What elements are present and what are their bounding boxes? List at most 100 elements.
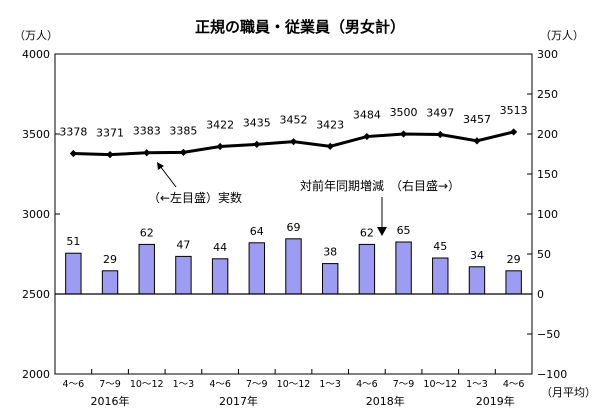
x-axis-labels: 4～6 7～9 10～12 1～3 4～6 7～9 10～12 1～3 4～6 7～9 10～12 1… <box>63 379 525 390</box>
line-value-label: 3423 <box>316 118 344 131</box>
right-tick-label: 300 <box>537 48 558 61</box>
year-label: 2017年 <box>219 394 258 408</box>
bar-value-label: 69 <box>287 221 301 234</box>
bar <box>211 258 229 295</box>
x-tick-label: 4～6 <box>209 379 231 390</box>
line-point <box>473 137 481 145</box>
line-value-label: 3457 <box>463 113 491 126</box>
year-label: 2018年 <box>366 394 405 408</box>
bar-value-label: 44 <box>213 241 227 254</box>
right-tick-label: −50 <box>537 328 560 341</box>
bar <box>395 241 412 295</box>
right-tick-label: 200 <box>537 128 558 141</box>
bar <box>505 270 522 295</box>
plot-frame <box>54 53 533 375</box>
bar <box>175 255 192 295</box>
right-tick-label: 100 <box>537 208 558 221</box>
line-point <box>216 142 224 151</box>
bar-value-label: 47 <box>176 238 190 251</box>
x-tick-label: 10～12 <box>423 379 457 390</box>
line-value-label: 3435 <box>243 116 271 129</box>
right-axis: −100 −50 0 50 100 150 200 250 300 <box>527 48 567 381</box>
line-point <box>69 149 77 158</box>
bar-value-label: 64 <box>250 225 264 238</box>
bar-value-label: 29 <box>103 253 117 266</box>
line-point <box>143 149 151 157</box>
line-value-label: 3452 <box>280 114 308 127</box>
x-axis-ticks <box>54 369 533 374</box>
left-tick-label: 3500 <box>22 128 50 141</box>
year-labels: 2016年 2017年 2018年 2019年 <box>91 394 515 408</box>
bar <box>101 270 119 295</box>
right-tick-label: 250 <box>537 88 558 101</box>
right-tick-label: 50 <box>537 248 551 261</box>
line-point <box>363 132 371 141</box>
bar <box>248 242 266 295</box>
year-label: 2019年 <box>476 394 515 408</box>
annotation-left-arrow <box>159 165 177 188</box>
line-point <box>399 130 408 138</box>
bar-value-label: 62 <box>360 226 374 239</box>
annotation-right-axis: 対前年同期増減 （右目盛→） <box>300 178 460 193</box>
x-axis-unit: （月平均） <box>541 386 596 399</box>
x-tick-label: 1～3 <box>466 379 488 390</box>
bar <box>285 238 302 295</box>
annotation-right-arrowhead <box>377 227 387 236</box>
right-tick-label: 150 <box>537 168 558 181</box>
line-point <box>289 138 298 146</box>
line-value-label: 3385 <box>169 124 197 137</box>
left-tick-label: 2500 <box>22 288 50 301</box>
line-value-label: 3371 <box>96 127 124 140</box>
left-tick-label: 3000 <box>22 208 50 221</box>
x-tick-label: 4～6 <box>503 379 525 390</box>
bar <box>468 266 486 295</box>
line-value-label: 3513 <box>500 104 528 117</box>
line-value-label: 3383 <box>133 125 161 138</box>
line-point <box>436 130 444 139</box>
year-label: 2016年 <box>91 394 130 408</box>
line-point <box>326 142 334 150</box>
bar-value-label: 65 <box>397 224 411 237</box>
bar <box>432 257 449 295</box>
bar-value-label: 62 <box>140 226 154 239</box>
line-value-label: 3497 <box>426 106 454 119</box>
left-tick-label: 2000 <box>22 368 50 381</box>
bar-value-label: 51 <box>66 235 80 248</box>
bar <box>65 252 82 295</box>
x-tick-label: 1～3 <box>319 379 341 390</box>
annotation-left-axis: （←左目盛）実数 <box>148 190 242 205</box>
line-value-label: 3500 <box>390 106 418 119</box>
left-tick-label: 4000 <box>22 48 50 61</box>
left-axis: 2000 2500 3000 3500 4000 <box>22 48 60 381</box>
bar-value-label: 45 <box>433 240 447 253</box>
x-tick-label: 7～9 <box>99 379 121 390</box>
annotation-left-arrowhead <box>157 162 164 170</box>
x-tick-label: 7～9 <box>393 379 415 390</box>
bar <box>138 243 155 295</box>
line-point <box>179 148 188 156</box>
right-tick-label: −100 <box>537 368 567 381</box>
right-axis-unit: （万人） <box>540 29 584 42</box>
line-points <box>69 128 518 159</box>
bar <box>358 243 376 295</box>
bar-labels: 51 29 62 47 44 64 69 38 62 65 45 34 29 <box>66 221 520 266</box>
x-tick-label: 1～3 <box>173 379 195 390</box>
bar-value-label: 34 <box>470 249 484 262</box>
line-value-label: 3484 <box>353 109 381 122</box>
chart-title: 正規の職員・従業員（男女計） <box>195 18 405 36</box>
line-point <box>106 151 114 159</box>
line-value-label: 3422 <box>206 118 234 131</box>
bar <box>321 263 339 295</box>
line-labels: 3378 3371 3383 3385 3422 3435 3452 3423 3484 3500… <box>59 104 527 140</box>
bar-value-label: 38 <box>323 246 337 259</box>
line-point <box>510 128 518 136</box>
x-tick-label: 10～12 <box>130 379 164 390</box>
x-tick-label: 4～6 <box>356 379 378 390</box>
left-axis-unit: （万人） <box>14 29 58 42</box>
bar-value-label: 29 <box>507 253 521 266</box>
x-tick-label: 7～9 <box>246 379 268 390</box>
x-tick-label: 10～12 <box>277 379 311 390</box>
right-tick-label: 0 <box>537 288 544 301</box>
line-value-label: 3378 <box>59 126 87 139</box>
